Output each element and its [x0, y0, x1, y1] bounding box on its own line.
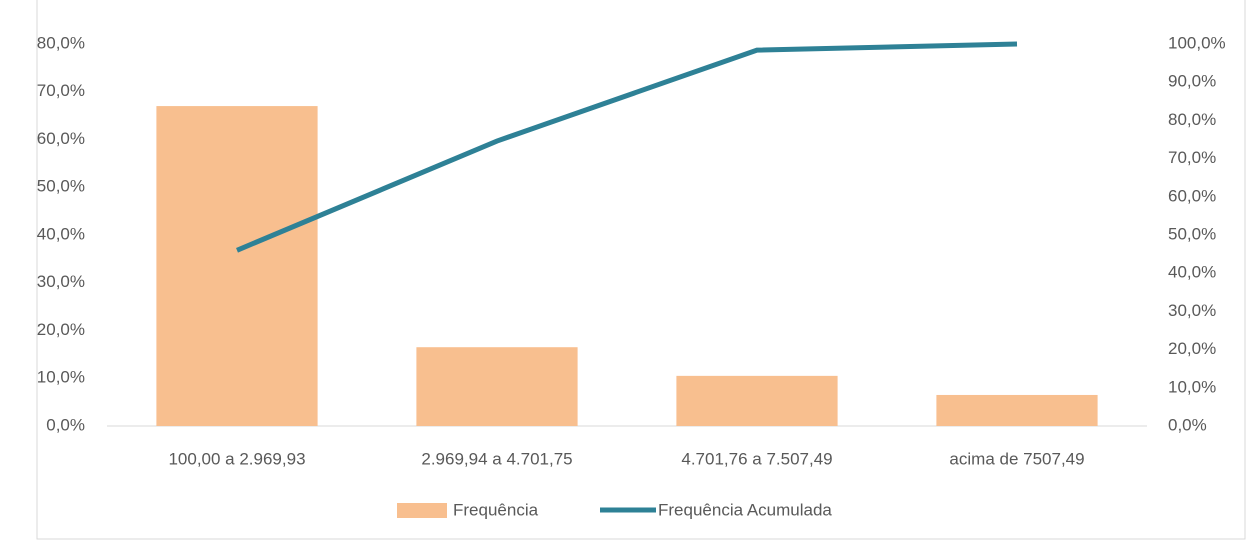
y-tick-label: 40,0% — [37, 224, 85, 243]
y2-tick-label: 90,0% — [1168, 72, 1216, 91]
bar — [416, 347, 578, 426]
legend-label: Frequência — [453, 500, 539, 519]
y-tick-label: 20,0% — [37, 320, 85, 339]
y-tick-label: 70,0% — [37, 81, 85, 100]
y2-tick-label: 70,0% — [1168, 148, 1216, 167]
y2-tick-label: 100,0% — [1168, 33, 1226, 52]
y-tick-label: 30,0% — [37, 272, 85, 291]
y-tick-label: 10,0% — [37, 368, 85, 387]
y2-tick-label: 30,0% — [1168, 301, 1216, 320]
y2-tick-label: 60,0% — [1168, 186, 1216, 205]
y-tick-label: 50,0% — [37, 177, 85, 196]
x-tick-label: 2.969,94 a 4.701,75 — [421, 449, 572, 468]
line — [236, 41, 1018, 253]
y2-tick-label: 80,0% — [1168, 110, 1216, 129]
y-tick-label: 80,0% — [37, 33, 85, 52]
y2-tick-label: 50,0% — [1168, 224, 1216, 243]
x-tick-label: 100,00 a 2.969,93 — [168, 449, 305, 468]
bar — [676, 375, 838, 426]
y2-tick-label: 20,0% — [1168, 339, 1216, 358]
y-tick-label: 0,0% — [46, 415, 85, 434]
chart-border — [36, 0, 1246, 540]
y-tick-label: 60,0% — [37, 129, 85, 148]
bar — [936, 394, 1098, 426]
bar — [156, 106, 318, 426]
legend-swatch — [397, 503, 447, 518]
x-tick-label: 4.701,76 a 7.507,49 — [681, 449, 832, 468]
x-tick-label: acima de 7507,49 — [949, 449, 1084, 468]
legend-label: Frequência Acumulada — [658, 500, 832, 519]
y2-tick-label: 40,0% — [1168, 263, 1216, 282]
y2-tick-label: 10,0% — [1168, 377, 1216, 396]
y2-tick-label: 0,0% — [1168, 415, 1207, 434]
